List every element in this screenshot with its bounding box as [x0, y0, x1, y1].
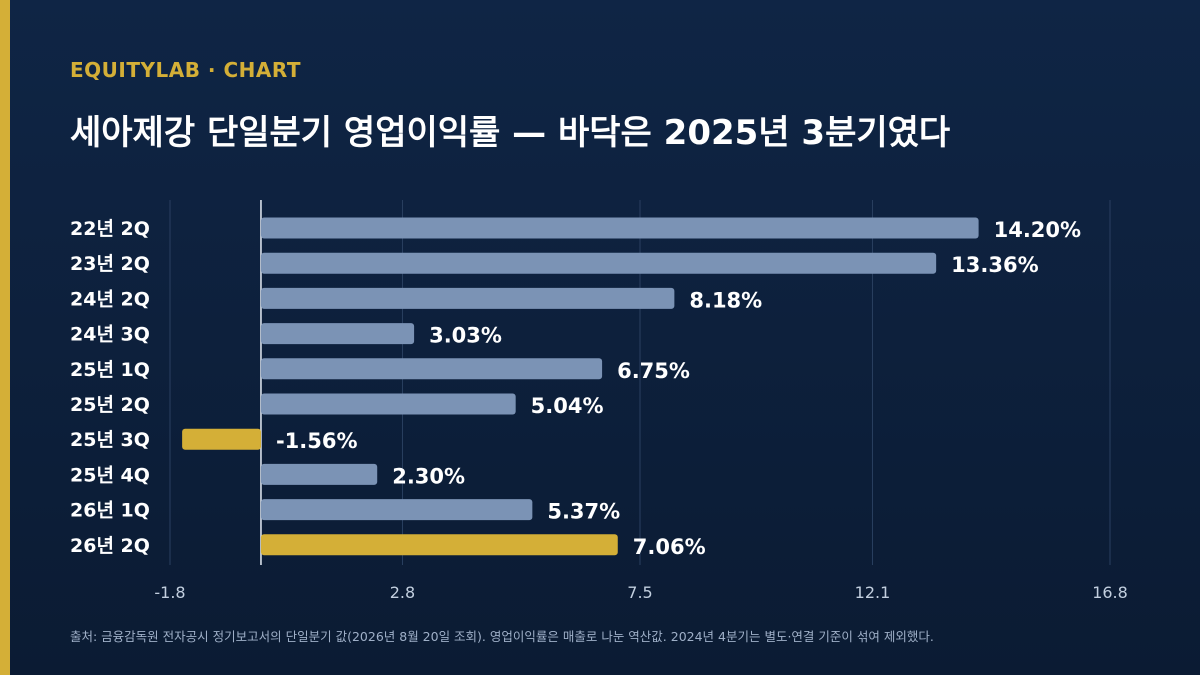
- data-label: 13.36%: [951, 253, 1038, 277]
- data-label: -1.56%: [276, 429, 358, 453]
- bar: [260, 534, 618, 556]
- data-label: 14.20%: [994, 218, 1081, 242]
- bar: [260, 252, 937, 274]
- x-tick-label: -1.8: [154, 583, 185, 602]
- x-tick-label: 7.5: [627, 583, 652, 602]
- bar: [260, 287, 675, 309]
- category-label: 24년 3Q: [70, 324, 150, 346]
- x-tick-label: 16.8: [1092, 583, 1128, 602]
- data-label: 2.30%: [392, 464, 465, 488]
- category-label: 26년 1Q: [70, 500, 150, 522]
- bar: [260, 393, 516, 415]
- bar: [260, 358, 603, 380]
- data-label: 5.04%: [531, 394, 604, 418]
- x-tick-label: 12.1: [855, 583, 891, 602]
- bar: [260, 217, 979, 239]
- chart-title: 세아제강 단일분기 영업이익률 — 바닥은 2025년 3분기였다: [70, 113, 951, 153]
- data-label: 6.75%: [617, 359, 690, 383]
- data-label: 8.18%: [689, 288, 762, 312]
- category-label: 25년 2Q: [70, 394, 150, 416]
- category-label: 22년 2Q: [70, 218, 150, 240]
- category-label: 25년 1Q: [70, 359, 150, 381]
- bar: [260, 323, 415, 345]
- source-note: 출처: 금융감독원 전자공시 정기보고서의 단일분기 값(2026년 8월 20…: [70, 629, 934, 644]
- bar: [182, 428, 261, 450]
- category-label: 26년 2Q: [70, 535, 150, 557]
- data-label: 7.06%: [633, 535, 706, 559]
- category-label: 24년 2Q: [70, 288, 150, 310]
- category-label: 25년 4Q: [70, 464, 150, 486]
- data-label: 5.37%: [547, 500, 620, 524]
- accent-bar: [0, 0, 10, 675]
- bar: [260, 463, 378, 485]
- category-label: 23년 2Q: [70, 253, 150, 275]
- x-tick-label: 2.8: [390, 583, 415, 602]
- category-label: 25년 3Q: [70, 429, 150, 451]
- data-label: 3.03%: [429, 324, 502, 348]
- brand-kicker: EQUITYLAB · CHART: [70, 58, 301, 82]
- bar: [260, 499, 533, 521]
